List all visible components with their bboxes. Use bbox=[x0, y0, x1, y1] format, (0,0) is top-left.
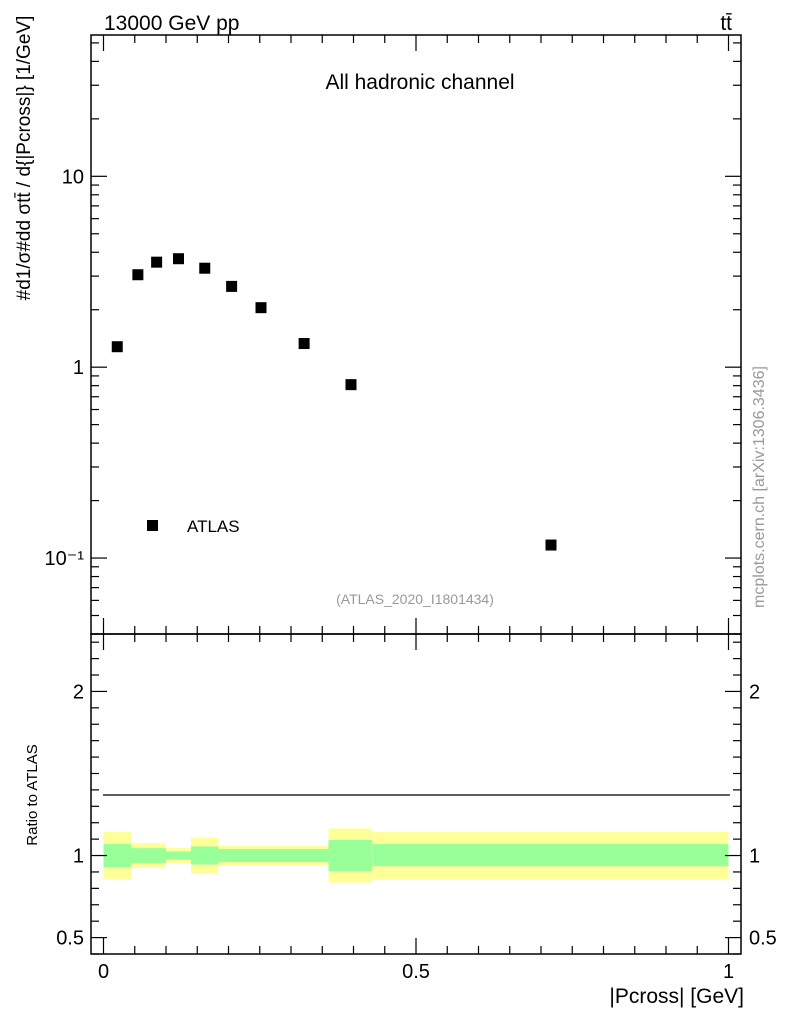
side-watermark: mcplots.cern.ch [arXiv:1306.3436] bbox=[751, 366, 768, 608]
ratio-tick-labels: 0.5 0.5 1 1 2 2 0 0.5 1 bbox=[56, 681, 777, 983]
stat-uncertainty-band bbox=[166, 851, 191, 860]
y-axis-label-main: #d1/σ#dd σtt̄ / d{|Pcross|} [1/GeV] bbox=[14, 16, 35, 301]
stat-uncertainty-band bbox=[328, 839, 373, 872]
x-axis-label: |Pcross| [GeV] bbox=[609, 985, 744, 1008]
data-point bbox=[111, 341, 123, 353]
y-tick-label-main: 10⁻¹ bbox=[45, 548, 85, 570]
data-point bbox=[226, 280, 238, 292]
stat-uncertainty-band bbox=[372, 844, 729, 867]
data-point bbox=[151, 256, 163, 268]
analysis-tag: (ATLAS_2020_I1801434) bbox=[336, 591, 494, 607]
x-tick-label: 0.5 bbox=[402, 961, 430, 983]
chart-title: All hadronic channel bbox=[325, 71, 514, 94]
ratio-tick-marks bbox=[91, 634, 741, 955]
data-point bbox=[173, 253, 184, 265]
data-point bbox=[255, 302, 267, 314]
main-tick-labels: 10 1 10⁻¹ bbox=[45, 166, 85, 570]
legend-label-atlas: ATLAS bbox=[187, 517, 240, 536]
ratio-panel: 0.5 0.5 1 1 2 2 0 0.5 1 Ratio to ATLAS |Pcross| … bbox=[24, 633, 777, 1008]
ratio-y-tick-label-left: 0.5 bbox=[56, 928, 84, 950]
stat-uncertainty-band bbox=[103, 844, 131, 868]
x-tick-label: 1 bbox=[723, 961, 734, 983]
data-point bbox=[345, 379, 357, 391]
legend-marker-atlas bbox=[147, 520, 158, 531]
stat-uncertainty-band bbox=[191, 846, 219, 865]
ratio-y-tick-label-right: 2 bbox=[749, 681, 760, 703]
uncertainty-bands bbox=[103, 828, 729, 883]
main-panel: 10 1 10⁻¹ All hadronic channel (ATLAS_2020… bbox=[14, 16, 742, 635]
ratio-y-tick-label-right: 1 bbox=[749, 846, 760, 868]
main-frame bbox=[90, 34, 742, 635]
data-points bbox=[111, 253, 557, 551]
main-tick-marks bbox=[91, 35, 741, 635]
stat-uncertainty-band bbox=[218, 848, 329, 863]
ratio-y-tick-label-right: 0.5 bbox=[749, 928, 777, 950]
ratio-y-tick-label-left: 2 bbox=[73, 681, 84, 703]
y-axis-label-ratio: Ratio to ATLAS bbox=[24, 744, 41, 845]
header-energy-label: 13000 GeV pp bbox=[104, 12, 239, 35]
y-tick-label-main: 1 bbox=[73, 357, 84, 379]
y-tick-label-main: 10 bbox=[62, 166, 84, 188]
data-point bbox=[199, 262, 211, 274]
data-point bbox=[298, 338, 310, 350]
header-process-label: tt̄ bbox=[720, 12, 732, 35]
data-point bbox=[545, 539, 557, 551]
data-point bbox=[132, 269, 144, 281]
x-tick-label: 0 bbox=[98, 961, 109, 983]
ratio-y-tick-label-left: 1 bbox=[73, 846, 84, 868]
ratio-frame bbox=[90, 633, 742, 955]
stat-uncertainty-band bbox=[131, 848, 166, 863]
